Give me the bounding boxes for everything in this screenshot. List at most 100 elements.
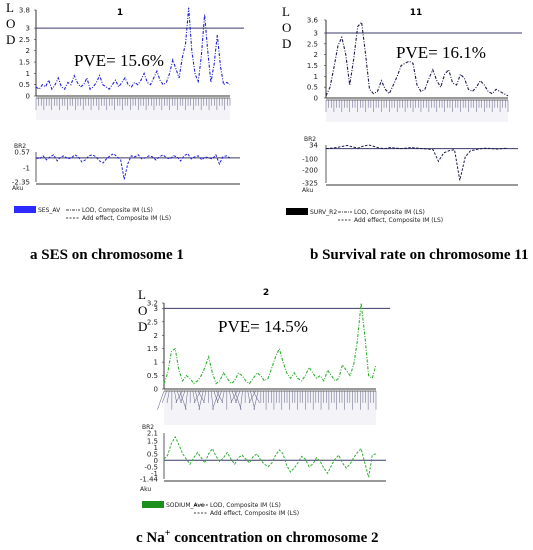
marker-tick <box>195 390 201 410</box>
marker-tick <box>210 390 214 410</box>
marker-tick <box>250 390 256 410</box>
marker-tick <box>157 390 165 410</box>
marker-region <box>36 98 230 120</box>
lod-tick-label: 2.5 <box>307 40 318 48</box>
effect-tick-label: -100 <box>302 156 318 164</box>
marker-tick <box>212 390 220 410</box>
lod-tick-label: 0.5 <box>19 81 30 89</box>
effect-tick-label: -1.44 <box>140 476 159 484</box>
legend-lod-label: LOD, Composite IM (LS) <box>354 209 425 216</box>
effect-label: BR2 <box>142 424 154 431</box>
caption-c-superscript: + <box>164 528 171 539</box>
marker-tick <box>192 390 196 403</box>
lod-tick-label: 0 <box>26 93 30 101</box>
lod-tick-label: 3 <box>154 305 158 313</box>
ylabel-letter: D <box>282 36 291 51</box>
caption-c-text-post: concentration on chromosome 2 <box>170 530 379 546</box>
effect-tick-label: -2.35 <box>12 179 30 187</box>
panel-c-sodium-chr2: 2 L O D 3.2 3 2.5 2 1.5 1 0.5 0 PVE= 14.5% BR2 2.1 1.5 1… <box>128 285 408 550</box>
legend-effect-label: Add effect, Composite IM (LS) <box>82 215 171 222</box>
legend-trait: SURV_R2 <box>310 209 337 216</box>
marker-name-label: Aku <box>140 486 151 493</box>
marker-name-label: Aku <box>302 187 313 194</box>
legend-effect-label: Add effect, Composite IM (LS) <box>210 510 299 517</box>
chart-title: 1 <box>117 8 123 18</box>
marker-region <box>164 391 376 425</box>
chart-title: 11 <box>410 8 423 18</box>
caption-b-text: Survival rate on chromosome 11 <box>322 247 529 263</box>
effect-tick-label: -200 <box>302 166 318 174</box>
lod-tick-label: 1.5 <box>307 62 318 70</box>
lod-curve <box>35 7 231 91</box>
lod-tick-label: 1 <box>314 73 318 81</box>
lod-curve <box>163 302 377 385</box>
lod-tick-label: 3.6 <box>307 17 319 25</box>
marker-region <box>326 100 508 122</box>
marker-tick <box>193 390 201 404</box>
effect-curve <box>325 144 509 181</box>
lod-tick-label: 1 <box>154 359 158 367</box>
legend-swatch <box>142 501 164 508</box>
marker-tick <box>166 390 170 403</box>
lod-curve <box>325 20 509 97</box>
marker-tick <box>247 390 251 403</box>
pve-annotation: PVE= 16.1% <box>396 43 486 62</box>
lod-tick-label: 0 <box>154 386 158 394</box>
marker-tick <box>174 390 177 403</box>
marker-tick <box>235 390 241 403</box>
caption-c: c Na+ concentration on chromosome 2 <box>136 528 379 547</box>
effect-tick-label: 0.57 <box>14 149 30 157</box>
marker-tick <box>229 390 232 403</box>
lod-tick-label: 3.8 <box>19 7 30 15</box>
ylabel-letter: L <box>6 0 14 15</box>
pve-annotation: PVE= 14.5% <box>218 317 308 336</box>
panel-b-survival-chr11: 11 L O D 3.6 3 2.5 2 1.5 1 0.5 0 PVE= 16.1% BR2 34 -100… <box>272 0 533 285</box>
panel-a-ses-chr1: 1 L O D 3.8 3 2.5 2 1.5 1 0.5 0 PVE= 15.6% BR2 0.57 -1 -… <box>0 0 270 285</box>
ylabel-letter: O <box>6 16 15 31</box>
legend-trait: SES_AV <box>38 207 61 214</box>
lod-tick-label: 2 <box>26 47 30 55</box>
lod-tick-label: 2 <box>314 51 318 59</box>
ylabel-letter: D <box>138 319 147 334</box>
caption-c-letter: c <box>136 530 143 546</box>
lod-tick-label: 1.5 <box>19 59 30 67</box>
legend-lod-label: LOD, Composite IM (LS) <box>82 207 153 214</box>
lod-tick-label: 0.5 <box>307 84 318 92</box>
ylabel-letter: D <box>6 32 15 47</box>
lod-tick-label: 3.2 <box>147 300 158 308</box>
marker-tick <box>185 390 188 410</box>
ylabel-letter: O <box>138 303 147 318</box>
marker-name-label: Aku <box>12 185 23 192</box>
effect-tick-label: 1 <box>154 444 158 452</box>
legend-effect-label: Add effect, Composite IM (LS) <box>354 217 443 224</box>
marker-tick <box>248 390 256 404</box>
effect-tick-label: 2.1 <box>147 430 158 438</box>
effect-curve <box>35 153 231 180</box>
lod-tick-label: 2.5 <box>147 318 158 326</box>
ylabel-letter: L <box>138 287 146 302</box>
effect-tick-label: 34 <box>309 142 318 150</box>
ylabel-letter: L <box>282 4 290 19</box>
marker-tick <box>161 390 167 403</box>
marker-tick <box>252 390 260 404</box>
marker-tick <box>198 390 204 410</box>
caption-a-text: SES on chromosome 1 <box>41 247 184 263</box>
lod-tick-label: 0.5 <box>147 372 158 380</box>
caption-a: a SES on chromosome 1 <box>30 247 184 264</box>
marker-tick <box>203 390 207 403</box>
lod-tick-label: 3 <box>26 25 30 33</box>
caption-b-letter: b <box>310 247 319 263</box>
effect-tick-label: 1.5 <box>147 437 158 445</box>
marker-tick <box>180 390 186 403</box>
marker-tick <box>253 390 259 410</box>
effect-tick-label: -0.5 <box>144 463 158 471</box>
marker-tick <box>213 390 219 403</box>
legend-swatch <box>14 206 36 213</box>
lod-tick-label: 2 <box>154 332 158 340</box>
caption-c-text-pre: Na <box>146 530 165 546</box>
lod-tick-label: 3 <box>314 30 318 38</box>
lod-tick-label: 1.5 <box>147 345 158 353</box>
lod-tick-label: 1 <box>26 70 30 78</box>
